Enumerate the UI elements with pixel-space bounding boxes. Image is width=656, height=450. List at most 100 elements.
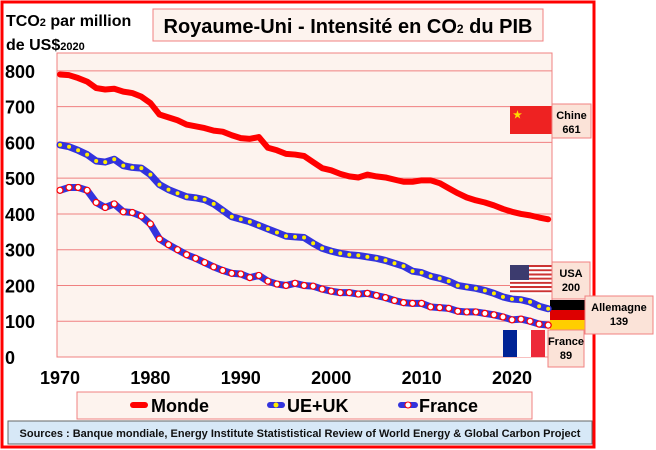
data-point-ue-uk — [491, 291, 496, 296]
data-point-ue-uk — [546, 306, 551, 311]
germany-flag-stripe — [550, 310, 585, 320]
data-point-ue-uk — [112, 157, 117, 162]
data-point-france — [499, 313, 507, 321]
data-point-ue-uk — [302, 235, 307, 240]
usa-flag-stripe — [510, 273, 552, 276]
data-point-france — [408, 299, 417, 307]
data-point-ue-uk — [184, 194, 189, 199]
data-point-ue-uk — [347, 252, 352, 257]
data-point-ue-uk — [500, 294, 505, 299]
plot-area — [56, 52, 553, 358]
data-point-ue-uk — [365, 254, 370, 259]
usa-flag-stripe — [510, 292, 552, 295]
source-text: Sources : Banque mondiale, Energy Instit… — [20, 428, 581, 440]
y-tick-label: 500 — [5, 169, 35, 189]
data-point-ue-uk — [94, 159, 99, 164]
data-point-ue-uk — [202, 197, 207, 202]
data-point-france — [381, 294, 390, 302]
annotation-country: USA — [559, 268, 582, 280]
usa-flag-stripe — [510, 283, 552, 286]
annotation-country: Chine — [556, 110, 587, 122]
annotation-country: France — [548, 336, 584, 348]
y-tick-label: 400 — [5, 205, 35, 225]
data-point-france — [399, 299, 408, 307]
data-point-ue-uk — [103, 160, 108, 165]
data-point-ue-uk — [356, 253, 361, 258]
data-point-france — [201, 258, 209, 267]
data-point-france — [219, 266, 227, 275]
annotation-china: Chine 661 — [551, 103, 592, 139]
legend-label-monde: Monde — [151, 396, 209, 416]
data-point-ue-uk — [58, 142, 62, 147]
data-point-france — [535, 320, 543, 328]
y-tick-label: 0 — [5, 348, 15, 368]
data-point-france — [246, 274, 254, 282]
france-flag-icon — [503, 330, 517, 357]
data-point-ue-uk — [211, 201, 216, 206]
china-flag-star-icon: ★ — [513, 110, 522, 121]
data-point-ue-uk — [256, 223, 261, 228]
data-point-ue-uk — [130, 165, 135, 170]
data-point-france — [173, 246, 182, 254]
data-point-ue-uk — [76, 148, 81, 153]
data-point-france — [508, 316, 516, 324]
data-point-ue-uk — [392, 261, 397, 266]
usa-flag-stripe — [510, 286, 552, 289]
x-tick-label: 1970 — [40, 368, 80, 388]
data-point-ue-uk — [437, 276, 442, 281]
annotation-value: 139 — [610, 316, 628, 328]
data-point-ue-uk — [193, 195, 198, 200]
data-point-france — [182, 251, 191, 259]
data-point-france — [354, 290, 362, 298]
data-point-france — [363, 289, 371, 297]
data-point-france — [137, 212, 145, 220]
data-point-ue-uk — [383, 258, 388, 263]
y-tick-label: 700 — [5, 98, 35, 118]
data-point-ue-uk — [428, 274, 433, 279]
data-point-france — [390, 296, 399, 305]
data-point-france — [210, 263, 218, 271]
data-point-france — [445, 304, 453, 312]
annotation-box — [584, 295, 654, 335]
usa-flag-stripe — [510, 269, 552, 272]
data-point-france — [291, 279, 299, 287]
data-point-france — [192, 254, 200, 262]
data-point-france — [454, 307, 462, 315]
usa-flag-canton — [510, 265, 529, 280]
annotation-box — [551, 103, 592, 139]
data-point-france — [255, 271, 263, 280]
annotation-value: 89 — [560, 350, 572, 362]
annotation-box — [547, 329, 585, 368]
data-point-ue-uk — [519, 297, 524, 302]
data-point-ue-uk — [537, 304, 542, 309]
data-point-ue-uk — [311, 241, 316, 246]
x-tick-label: 1990 — [221, 368, 261, 388]
data-point-ue-uk — [175, 191, 180, 196]
data-point-france — [164, 241, 173, 249]
data-point-france — [463, 308, 471, 316]
annotation-value: 200 — [562, 282, 580, 294]
data-point-ue-uk — [121, 163, 126, 168]
data-point-france — [427, 303, 435, 311]
data-point-ue-uk — [247, 219, 252, 224]
data-point-france — [309, 282, 317, 290]
data-point-france — [128, 208, 136, 217]
usa-flag-stripe — [510, 277, 552, 280]
annotation-country: Allemagne — [591, 302, 647, 314]
data-point-france — [65, 183, 73, 192]
legend-item-monde: Monde — [130, 396, 209, 416]
data-point-france — [273, 280, 281, 288]
germany-flag-stripe — [550, 320, 585, 330]
data-point-france — [372, 291, 380, 300]
usa-flag-stripe — [510, 271, 552, 274]
data-point-ue-uk — [139, 166, 144, 171]
data-point-ue-uk — [238, 217, 243, 222]
data-point-ue-uk — [419, 270, 424, 275]
data-point-ue-uk — [464, 284, 469, 289]
usa-flag-stripe — [510, 281, 552, 284]
y-tick-label: 600 — [5, 133, 35, 153]
data-point-france — [327, 287, 335, 295]
chart-title: Royaume-Uni - Intensité en CO2 du PIB — [164, 16, 533, 38]
